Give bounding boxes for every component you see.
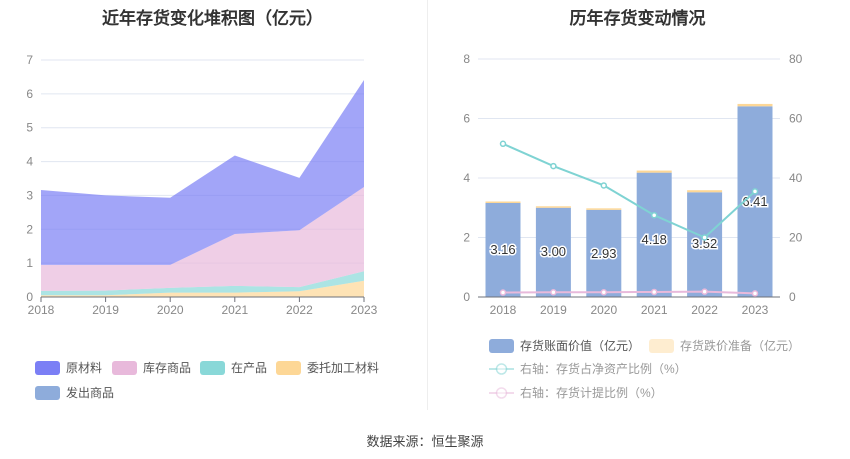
y-tick-label: 7	[26, 53, 33, 67]
bar-book-value	[636, 172, 672, 297]
line-右轴：存货计提比例（%）	[502, 290, 756, 295]
y-tick-label: 0	[463, 290, 470, 304]
y-tick-label: 4	[26, 155, 33, 169]
legend-swatch-icon	[35, 360, 60, 375]
x-tick-label: 2020	[590, 303, 617, 317]
legend-label: 存货账面价值（亿元）	[520, 339, 641, 353]
legend-swatch-icon	[35, 385, 60, 400]
line-point	[499, 140, 507, 148]
bar-data-label: 4.18	[642, 232, 667, 247]
legend-label: 存货跌价准备（亿元）	[680, 339, 801, 353]
x-tick-label: 2018	[490, 303, 517, 317]
line-point	[701, 234, 708, 241]
y-tick-label: 4	[463, 171, 470, 185]
bar-book-value	[687, 192, 723, 297]
line-point	[751, 290, 759, 297]
x-tick-label: 2021	[221, 303, 248, 317]
bar-book-value	[535, 207, 571, 297]
line-point	[600, 182, 608, 189]
area-委托加工材料	[41, 280, 364, 297]
legend-label: 右轴：存货占净资产比例（%）	[520, 362, 687, 376]
legend-swatch-icon	[112, 360, 137, 375]
x-tick-label: 2022	[691, 303, 718, 317]
y2-tick-label: 0	[789, 290, 796, 304]
x-tick-label: 2019	[92, 303, 119, 317]
line-point	[550, 162, 557, 170]
y-tick-label: 1	[26, 256, 33, 270]
legend-swatch-icon	[649, 338, 674, 353]
x-tick-label: 2023	[742, 303, 769, 317]
legend-swatch-icon	[200, 360, 225, 375]
line-point	[650, 288, 658, 296]
y-tick-label: 0	[26, 290, 33, 304]
legend-label: 原材料	[66, 361, 103, 375]
bar-data-label: 6.41	[742, 194, 767, 209]
legend-label: 发出商品	[66, 386, 115, 400]
line-point	[751, 188, 759, 195]
x-tick-label: 2021	[641, 303, 668, 317]
bar-impairment	[485, 201, 521, 203]
legend-label: 右轴：存货计提比例（%）	[520, 386, 663, 400]
bar-book-value	[586, 209, 622, 297]
bar-impairment	[687, 190, 723, 193]
y2-tick-label: 20	[789, 231, 803, 245]
line-point	[499, 289, 507, 296]
line-point	[600, 288, 608, 296]
legend-item[interactable]: 存货跌价准备（亿元）	[649, 337, 800, 354]
x-tick-label: 2020	[157, 303, 184, 317]
legend-item[interactable]: 库存商品	[112, 359, 191, 376]
legend-line-icon	[489, 362, 514, 376]
y-tick-label: 2	[463, 231, 470, 245]
line-point	[650, 211, 658, 219]
area-库存商品	[41, 186, 364, 291]
bar-impairment	[586, 208, 622, 210]
y2-tick-label: 80	[789, 52, 803, 66]
legend-item[interactable]: 原材料	[35, 359, 102, 376]
legend-line-icon	[489, 386, 514, 400]
legend-swatch-icon	[276, 360, 301, 375]
y-tick-label: 5	[26, 121, 33, 135]
area-在产品	[41, 271, 364, 296]
y-tick-label: 6	[463, 112, 470, 126]
y-tick-label: 8	[463, 52, 470, 66]
bar-impairment	[636, 170, 672, 173]
legend-item[interactable]: 存货账面价值（亿元）	[489, 337, 640, 354]
bar-book-value	[485, 202, 521, 297]
y2-tick-label: 40	[789, 171, 803, 185]
x-tick-label: 2018	[28, 303, 55, 317]
x-tick-label: 2023	[351, 303, 378, 317]
line-point	[550, 288, 557, 296]
legend-item[interactable]: 发出商品	[35, 384, 114, 401]
bar-data-label: 3.00	[541, 244, 566, 259]
area-原材料	[41, 79, 364, 265]
y-tick-label: 6	[26, 87, 33, 101]
legend-label: 在产品	[231, 361, 268, 375]
legend-label: 库存商品	[143, 361, 192, 375]
legend-item[interactable]: 在产品	[200, 359, 267, 376]
right-chart-title: 历年存货变动情况	[569, 9, 706, 28]
line-point	[701, 288, 708, 295]
y-tick-label: 2	[26, 222, 33, 236]
line-右轴：存货占净资产比例（%）	[502, 142, 756, 239]
bar-data-label: 3.16	[490, 242, 515, 257]
bar-impairment	[535, 206, 571, 208]
bar-data-label: 3.52	[692, 236, 717, 251]
y2-tick-label: 60	[789, 112, 803, 126]
legend-item[interactable]: 右轴：存货计提比例（%）	[489, 384, 663, 401]
source-note: 数据来源：恒生聚源	[366, 434, 484, 449]
legend-label: 委托加工材料	[307, 361, 380, 375]
legend-swatch-icon	[489, 338, 514, 353]
bar-impairment	[737, 103, 773, 107]
bar-data-label: 2.93	[591, 246, 616, 261]
x-tick-label: 2022	[286, 303, 313, 317]
legend-item[interactable]: 右轴：存货占净资产比例（%）	[489, 360, 687, 377]
x-tick-label: 2019	[540, 303, 567, 317]
legend-item[interactable]: 委托加工材料	[276, 359, 379, 376]
y-tick-label: 3	[26, 188, 33, 202]
left-chart-title: 近年存货变化堆积图（亿元）	[102, 9, 323, 28]
divider	[427, 0, 428, 410]
